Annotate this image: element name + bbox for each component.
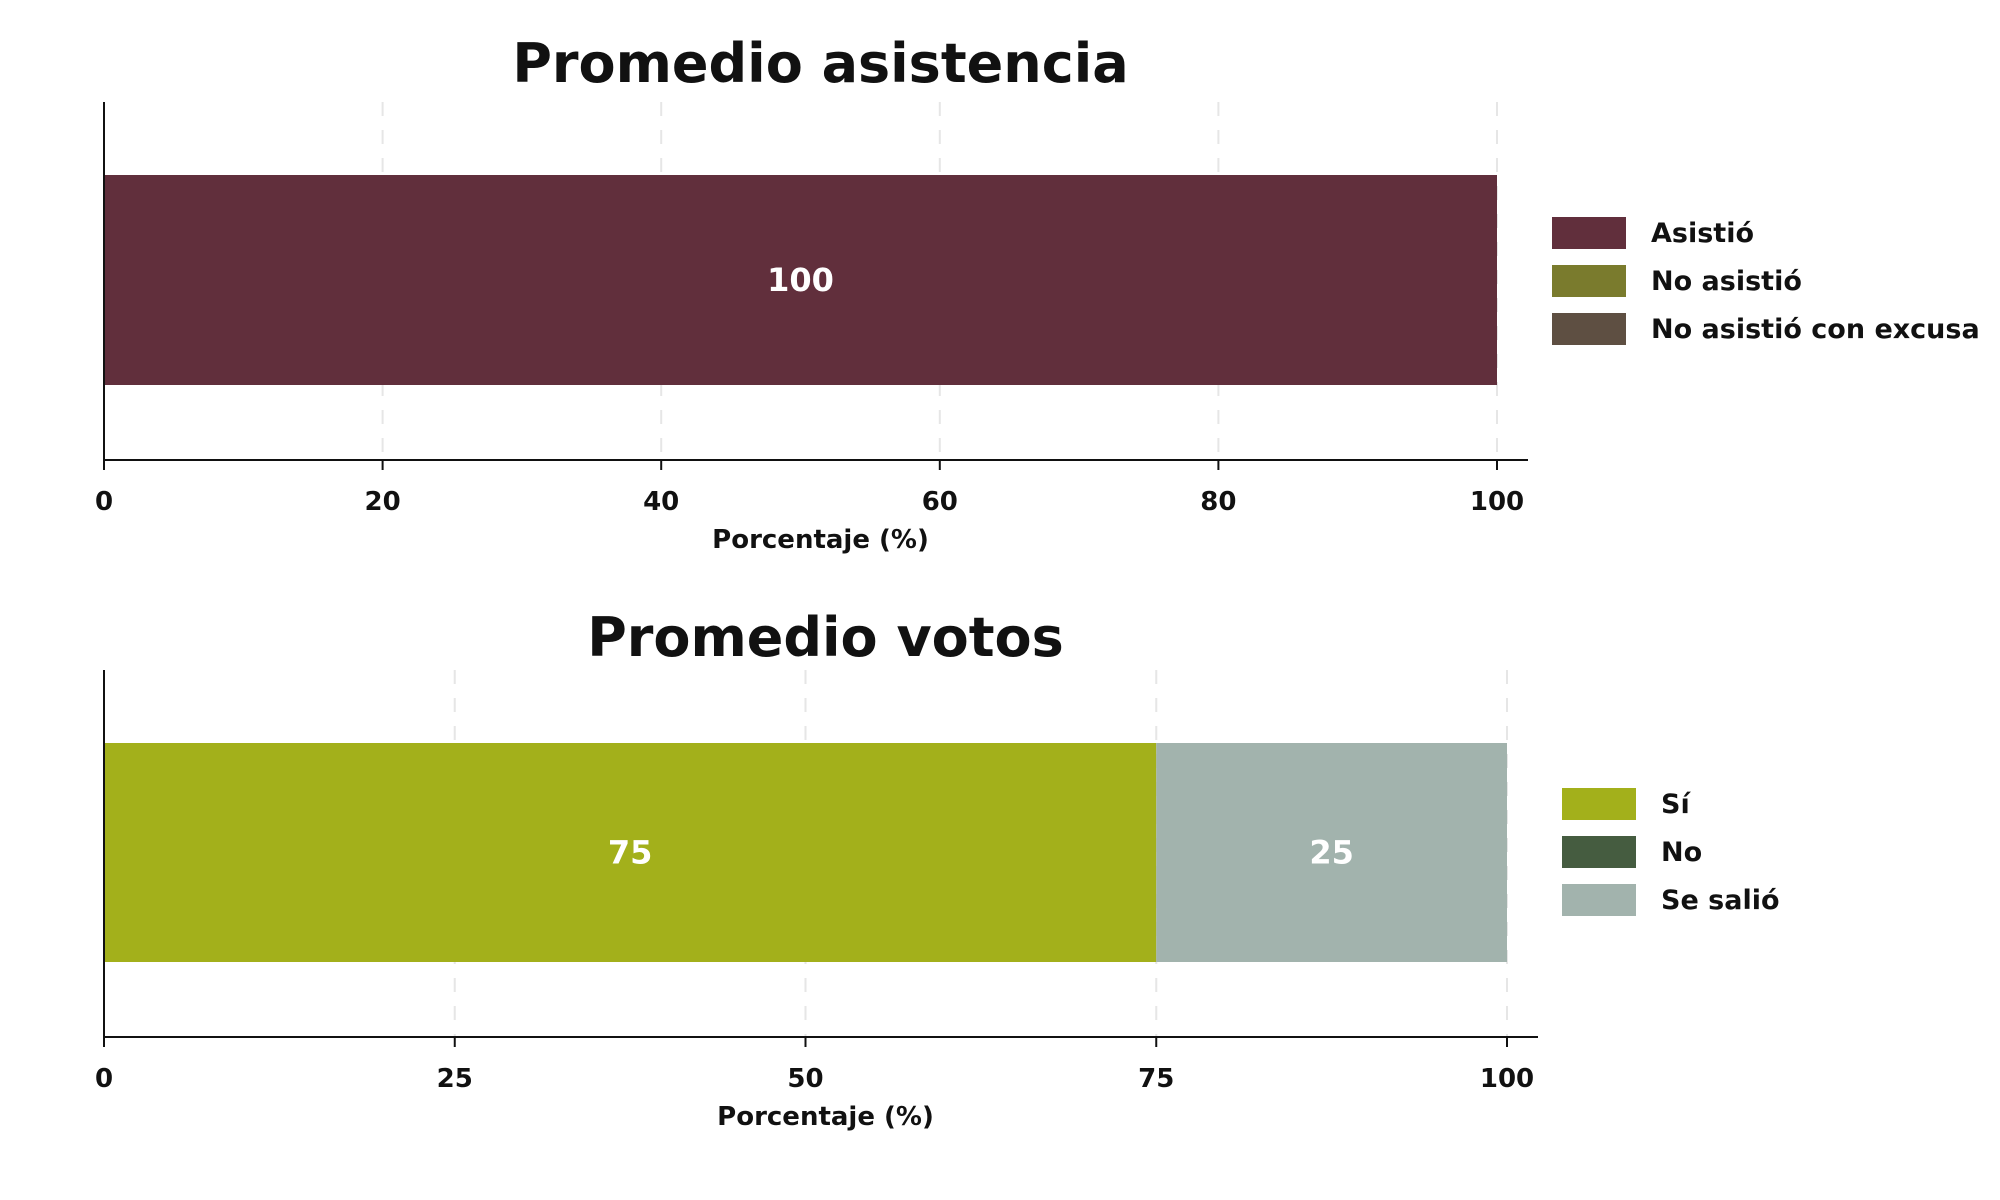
bar-segment — [104, 743, 1157, 962]
bar-value-label: 75 — [608, 834, 653, 872]
bar-value-label: 100 — [767, 261, 834, 299]
legend-label: No asistió — [1651, 266, 1802, 297]
x-tick-label: 50 — [787, 1064, 823, 1094]
legend-label: Asistió — [1651, 218, 1754, 249]
chart-title: Promedio votos — [587, 606, 1064, 669]
x-tick-label: 100 — [1480, 1064, 1534, 1094]
x-tick-label: 80 — [1200, 487, 1236, 517]
legend-swatch — [1552, 265, 1626, 297]
legend-swatch — [1552, 217, 1626, 249]
bar-segment — [104, 175, 1497, 385]
legend-label: Se salió — [1661, 885, 1780, 916]
legend-label: No asistió con excusa — [1651, 314, 1980, 345]
bar-segment — [1156, 743, 1507, 962]
legend-label: Sí — [1661, 789, 1691, 820]
attendance-chart-panel: Promedio asistencia 100 0 20 40 60 80 100 Porcen… — [95, 32, 1980, 555]
chart-title: Promedio asistencia — [512, 32, 1128, 95]
x-tick-label: 60 — [922, 487, 958, 517]
x-tick-label: 20 — [365, 487, 401, 517]
bar-value-label: 25 — [1309, 834, 1354, 872]
x-tick-label: 40 — [643, 487, 679, 517]
x-tick-label: 75 — [1138, 1064, 1174, 1094]
legend-swatch — [1552, 313, 1626, 345]
x-tick-label: 25 — [437, 1064, 473, 1094]
x-tick-label: 0 — [95, 1064, 113, 1094]
x-axis-title: Porcentaje (%) — [712, 525, 929, 555]
legend-label: No — [1661, 837, 1702, 868]
votes-chart-panel: Promedio votos 75 25 0 25 50 75 100 Porcentaje (… — [95, 606, 1780, 1132]
legend-swatch — [1562, 788, 1636, 820]
x-tick-label: 100 — [1470, 487, 1524, 517]
legend-swatch — [1562, 836, 1636, 868]
x-tick-label: 0 — [95, 487, 113, 517]
x-axis-title: Porcentaje (%) — [717, 1102, 934, 1132]
legend-swatch — [1562, 884, 1636, 916]
